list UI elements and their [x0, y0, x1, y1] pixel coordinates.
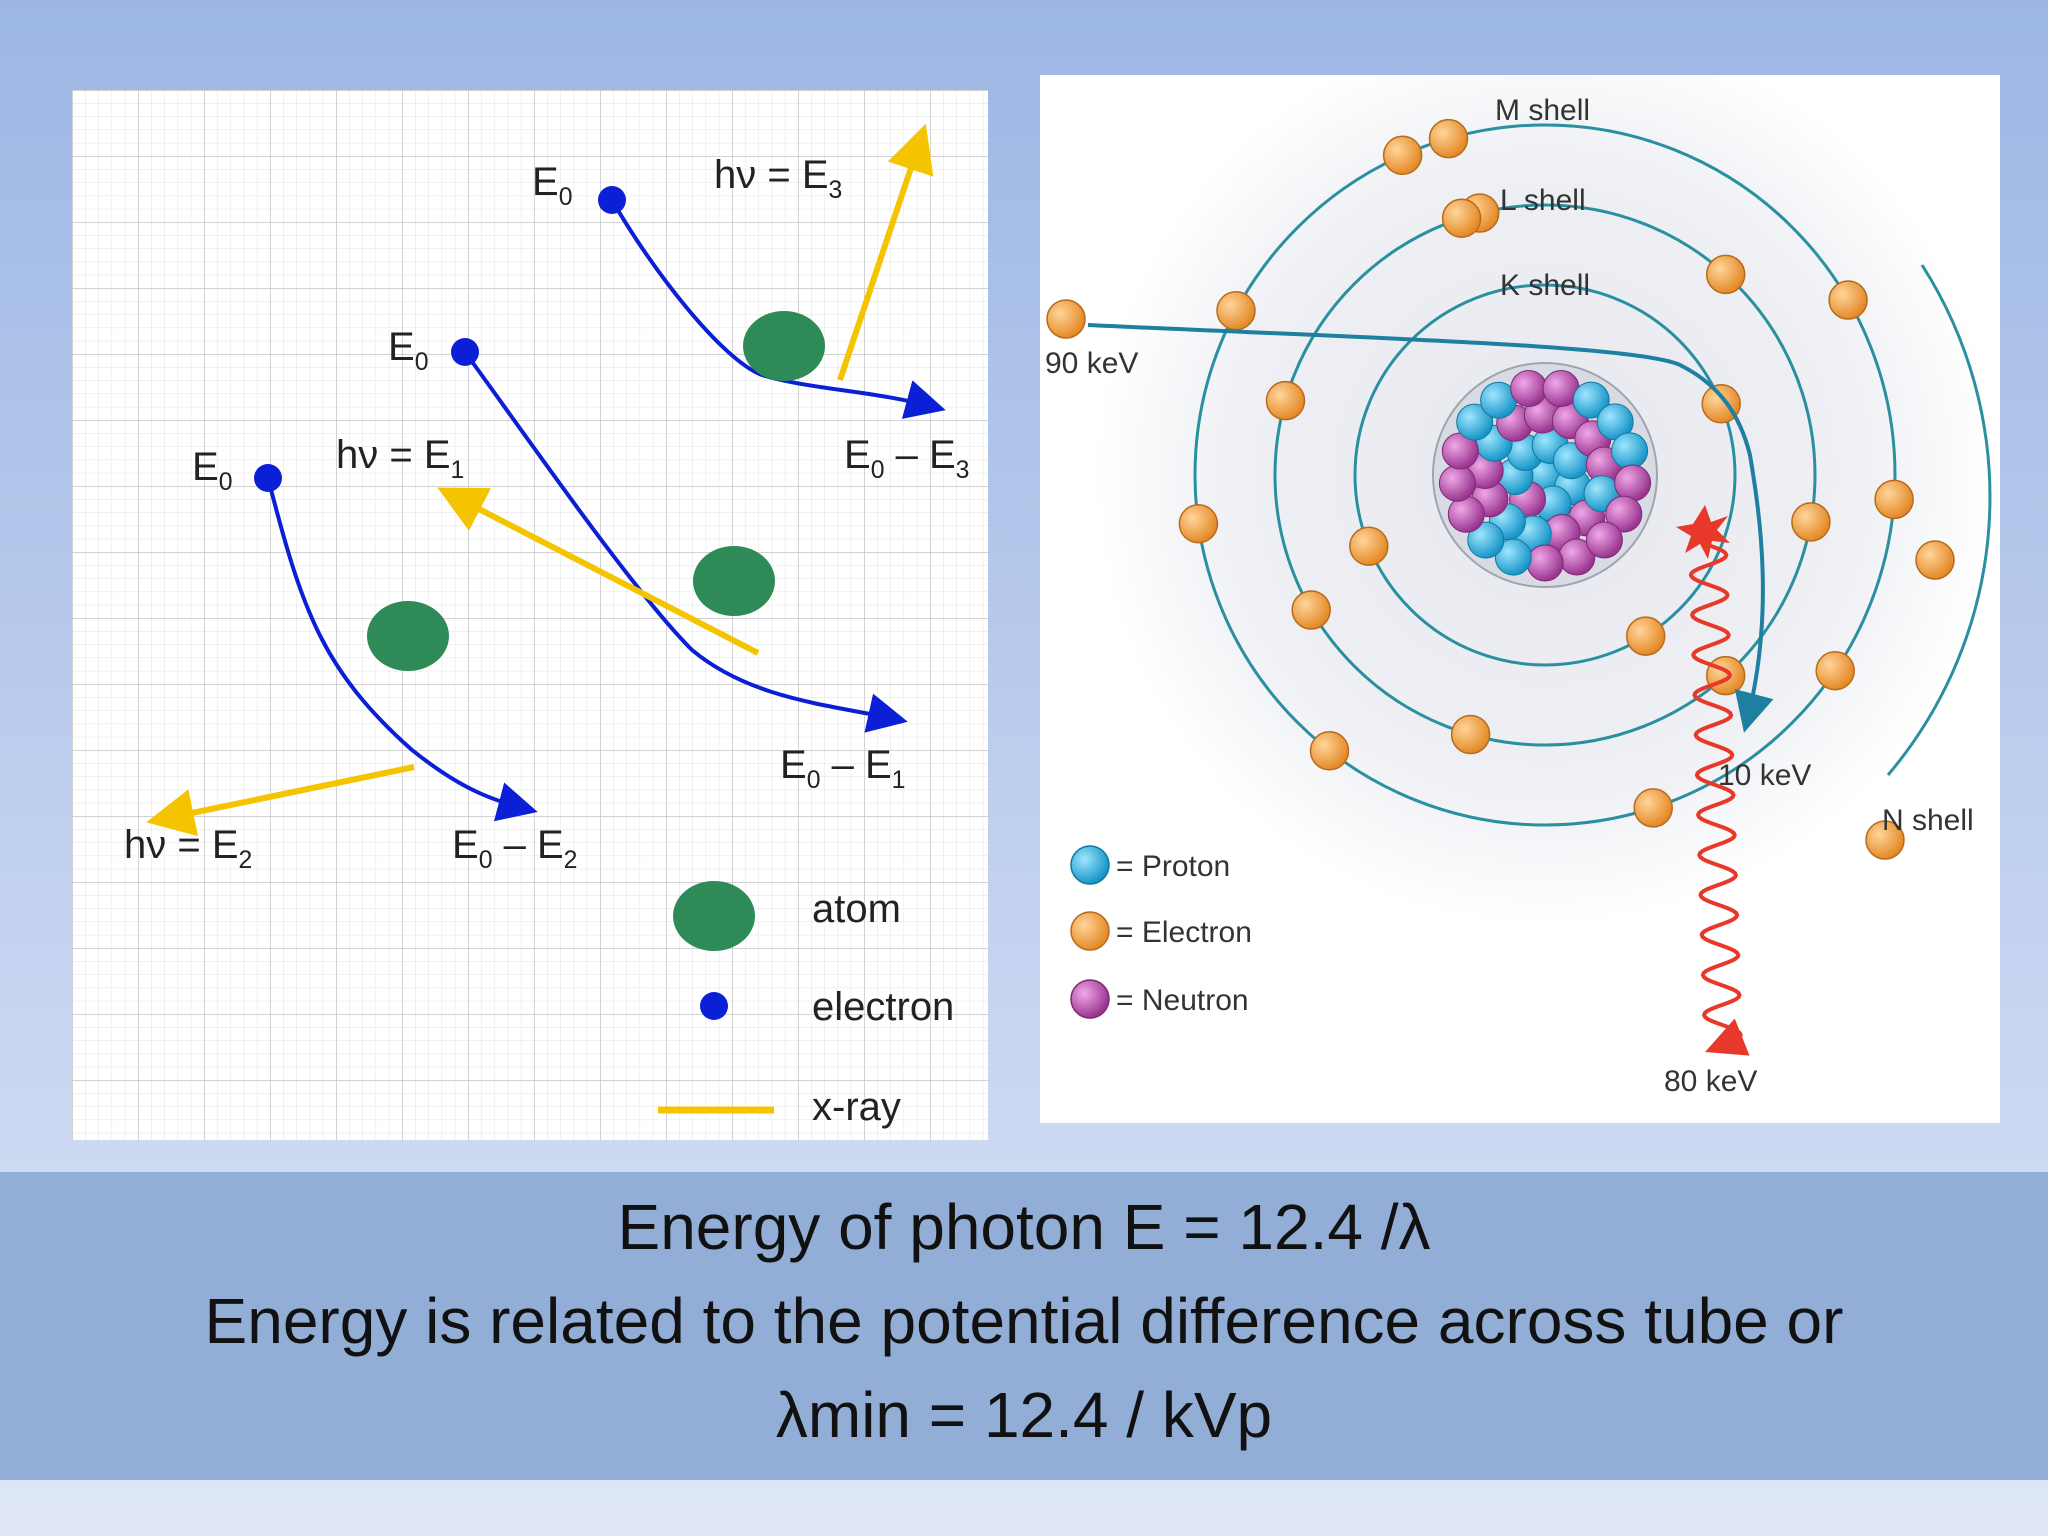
- caption-line-1: Energy of photon E = 12.4 /λ: [617, 1191, 1431, 1263]
- legend-atom-label: atom: [812, 887, 901, 931]
- shell-electron: [1291, 590, 1331, 630]
- photon-wave: [1688, 543, 1750, 1056]
- xray-left: [146, 764, 415, 837]
- proton: [1456, 403, 1494, 441]
- incoming-electron: [1046, 299, 1086, 339]
- proton: [1494, 538, 1532, 576]
- incoming-energy-label: 90 keV: [1045, 347, 1138, 380]
- shell-electron: [1625, 616, 1666, 656]
- shell-electron: [1701, 384, 1741, 424]
- interaction-star-icon: [1676, 505, 1730, 559]
- shell-electron: [1828, 280, 1868, 320]
- neutron: [1438, 464, 1476, 502]
- legend-neutron-icon: [1070, 979, 1110, 1019]
- shell-electron: [1265, 380, 1306, 421]
- label-hv-e1: hν = E1: [336, 433, 464, 484]
- k-shell-label: K shell: [1500, 269, 1590, 302]
- shell-electron: [1865, 820, 1905, 860]
- neutron: [1510, 370, 1548, 407]
- legend-electron-label: electron: [812, 985, 954, 1029]
- shell-electron: [1309, 731, 1350, 771]
- neutron: [1605, 495, 1643, 533]
- m-shell-label: M shell: [1495, 94, 1590, 127]
- legend-proton-label: = Proton: [1116, 850, 1230, 883]
- electron-dot-mid: [451, 338, 479, 366]
- neutron: [1614, 464, 1652, 502]
- label-hv-e2: hν = E2: [124, 823, 252, 874]
- shell-electron: [1349, 526, 1389, 566]
- shell-electron: [1178, 503, 1219, 544]
- outgoing-energy-label: 10 keV: [1718, 759, 1811, 792]
- electron-dot-left: [254, 464, 282, 492]
- shell-electron: [1428, 118, 1469, 159]
- m-shell-ring: [1193, 123, 1897, 827]
- electron-path-left: [266, 477, 538, 822]
- photon-energy-label: 80 keV: [1664, 1065, 1757, 1098]
- xray-mid: [437, 487, 760, 656]
- legend-proton-icon: [1070, 845, 1110, 885]
- shell-electron: [1874, 479, 1914, 520]
- atom-top: [743, 311, 825, 381]
- n-shell-label: N shell: [1882, 804, 1974, 837]
- n-shell-arc: [1886, 264, 1992, 776]
- atom-left: [367, 601, 449, 671]
- shell-electron: [1791, 502, 1831, 542]
- proton: [1467, 521, 1505, 559]
- k-shell-ring: [1353, 283, 1737, 667]
- caption-band: Energy of photon E = 12.4 /λ Energy is r…: [0, 1172, 2048, 1480]
- electron-deflection-path: [1087, 323, 1774, 733]
- shell-electron: [1633, 788, 1673, 828]
- legend-electron-label: = Electron: [1116, 916, 1252, 949]
- legend-electron-swatch: [700, 992, 728, 1020]
- proton: [1611, 432, 1649, 470]
- l-shell-ring: [1273, 203, 1817, 747]
- atom-shell-diagram: M shell L shell K shell N shell 90 keV 1…: [1040, 25, 2000, 1123]
- label-e0-e2: E0 – E2: [452, 823, 577, 874]
- shell-electron: [1216, 290, 1256, 331]
- legend-xray-label: x-ray: [812, 1085, 901, 1129]
- shell-electron: [1705, 254, 1746, 295]
- neutron: [1585, 521, 1623, 559]
- bremsstrahlung-diagram: E0 hν = E3 E0 – E3 E0 hν = E1 E0 – E1 E0…: [72, 90, 988, 1140]
- label-e0-e3: E0 – E3: [844, 433, 969, 484]
- neutron: [1526, 544, 1564, 582]
- nucleus: [1432, 362, 1658, 588]
- atom-mid: [693, 546, 775, 616]
- shell-electron: [1705, 655, 1746, 696]
- neutron: [1447, 495, 1485, 533]
- shell-electron: [1450, 714, 1491, 755]
- label-e0-mid: E0: [388, 325, 428, 376]
- l-shell-label: L shell: [1500, 184, 1586, 217]
- electron-dot-top: [598, 186, 626, 214]
- legend-neutron-label: = Neutron: [1116, 984, 1249, 1017]
- caption-line-2: Energy is related to the potential diffe…: [204, 1285, 1844, 1357]
- shell-electron: [1915, 540, 1955, 580]
- label-e0-left: E0: [192, 445, 232, 496]
- label-e0-e1: E0 – E1: [780, 743, 905, 794]
- shell-electron: [1441, 198, 1482, 238]
- legend-electron-icon: [1070, 911, 1110, 951]
- legend-atom-swatch: [673, 881, 755, 951]
- shell-electron: [1815, 650, 1855, 691]
- label-hv-e3: hν = E3: [714, 153, 842, 204]
- xray-top: [837, 123, 934, 381]
- shell-electron: [1382, 135, 1423, 176]
- caption-line-3: λmin = 12.4 / kVp: [775, 1379, 1273, 1451]
- label-e0-top: E0: [532, 160, 572, 211]
- proton: [1572, 381, 1610, 419]
- electron-path-mid: [463, 350, 908, 733]
